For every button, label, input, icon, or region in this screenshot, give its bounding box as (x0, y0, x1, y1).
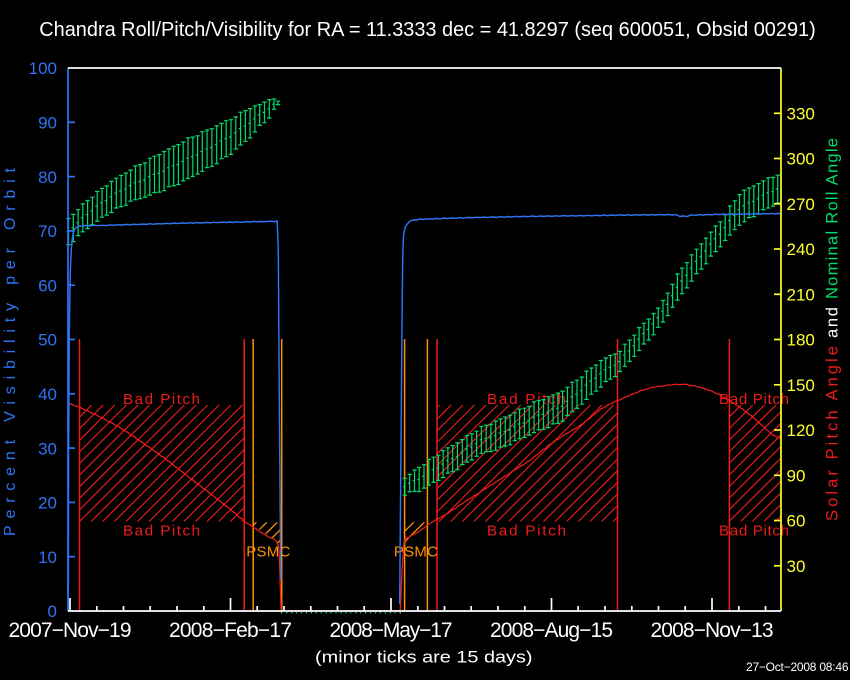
svg-text:10: 10 (38, 548, 57, 567)
svg-text:2008−May−17: 2008−May−17 (330, 619, 453, 642)
svg-text:2007−Nov−19: 2007−Nov−19 (9, 619, 132, 642)
svg-text:210: 210 (787, 285, 815, 304)
svg-text:30: 30 (787, 557, 806, 576)
svg-text:180: 180 (787, 331, 815, 350)
svg-text:Bad Pitch: Bad Pitch (123, 391, 200, 408)
svg-text:2008−Nov−13: 2008−Nov−13 (651, 619, 774, 642)
svg-text:27−Oct−2008 08:46: 27−Oct−2008 08:46 (746, 660, 849, 674)
svg-text:and: and (824, 307, 842, 338)
svg-text:Bad Pitch: Bad Pitch (719, 522, 789, 539)
svg-text:2008−Feb−17: 2008−Feb−17 (169, 619, 292, 642)
svg-text:PSMC: PSMC (394, 544, 438, 561)
svg-text:80: 80 (38, 168, 57, 187)
svg-text:2008−Aug−15: 2008−Aug−15 (490, 619, 613, 642)
svg-text:Bad Pitch: Bad Pitch (123, 522, 200, 539)
svg-text:(minor ticks are 15 days): (minor ticks are 15 days) (315, 648, 533, 667)
svg-text:40: 40 (38, 385, 57, 404)
svg-text:Chandra Roll/Pitch/Visibility: Chandra Roll/Pitch/Visibility for RA = 1… (39, 19, 816, 41)
svg-text:PSMC: PSMC (246, 544, 290, 561)
svg-text:60: 60 (787, 512, 806, 531)
svg-text:Bad Pitch: Bad Pitch (487, 522, 566, 539)
svg-text:0: 0 (48, 602, 57, 621)
svg-text:150: 150 (787, 376, 815, 395)
svg-text:60: 60 (38, 276, 57, 295)
svg-text:Bad Pitch: Bad Pitch (487, 391, 566, 408)
svg-text:90: 90 (787, 466, 806, 485)
svg-text:120: 120 (787, 421, 815, 440)
svg-text:20: 20 (38, 494, 57, 513)
svg-text:100: 100 (29, 59, 57, 78)
svg-text:30: 30 (38, 439, 57, 458)
svg-text:Nominal Roll Angle: Nominal Roll Angle (824, 138, 842, 299)
svg-text:240: 240 (787, 240, 815, 259)
svg-text:90: 90 (38, 114, 57, 133)
svg-text:270: 270 (787, 195, 815, 214)
svg-text:330: 330 (787, 104, 815, 123)
svg-text:Bad Pitch: Bad Pitch (719, 391, 789, 408)
svg-text:300: 300 (787, 150, 815, 169)
svg-text:50: 50 (38, 331, 57, 350)
svg-text:70: 70 (38, 222, 57, 241)
